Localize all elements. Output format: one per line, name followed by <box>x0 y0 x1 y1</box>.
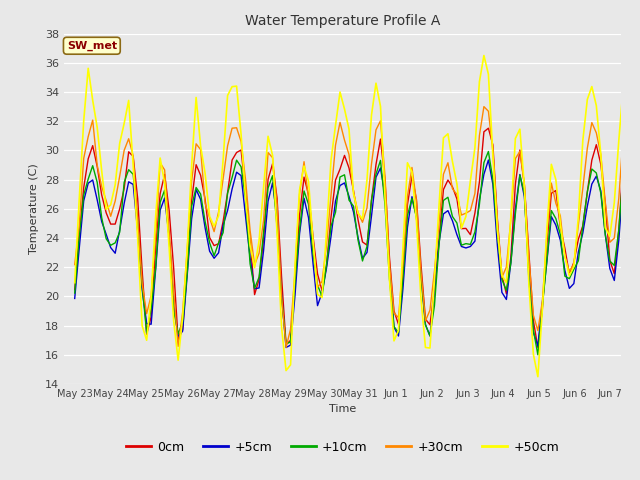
+5cm <box>624 147 632 153</box>
0cm <box>566 272 573 277</box>
+10cm <box>624 140 632 146</box>
+30cm <box>287 326 294 332</box>
Line: +50cm: +50cm <box>75 56 640 377</box>
+30cm <box>211 229 218 235</box>
Line: +10cm: +10cm <box>75 143 640 355</box>
+5cm <box>211 255 218 261</box>
+50cm <box>305 179 312 184</box>
0cm <box>305 192 312 197</box>
+50cm <box>71 280 79 286</box>
0cm <box>620 158 627 164</box>
+5cm <box>71 296 79 301</box>
+5cm <box>309 261 317 266</box>
+10cm <box>620 168 627 174</box>
+30cm <box>309 238 317 243</box>
0cm <box>624 118 632 124</box>
+5cm <box>372 174 380 180</box>
+30cm <box>570 261 578 267</box>
+5cm <box>287 342 294 348</box>
+10cm <box>211 253 218 259</box>
X-axis label: Time: Time <box>329 405 356 414</box>
+30cm <box>282 345 290 350</box>
+50cm <box>211 223 218 229</box>
+50cm <box>480 53 488 59</box>
+30cm <box>480 104 488 109</box>
+10cm <box>71 290 79 296</box>
0cm <box>282 341 290 347</box>
+10cm <box>282 341 290 347</box>
+50cm <box>367 112 375 118</box>
0cm <box>211 243 218 249</box>
+30cm <box>372 127 380 133</box>
Line: +5cm: +5cm <box>75 150 640 348</box>
Line: +30cm: +30cm <box>75 107 640 348</box>
Legend: 0cm, +5cm, +10cm, +30cm, +50cm: 0cm, +5cm, +10cm, +30cm, +50cm <box>121 436 564 459</box>
Y-axis label: Temperature (C): Temperature (C) <box>29 163 39 254</box>
+50cm <box>282 368 290 373</box>
+5cm <box>566 286 573 291</box>
+30cm <box>624 107 632 112</box>
+5cm <box>282 345 290 350</box>
0cm <box>71 287 79 292</box>
+10cm <box>566 276 573 282</box>
Text: SW_met: SW_met <box>67 41 117 51</box>
+30cm <box>71 262 79 267</box>
+10cm <box>367 197 375 203</box>
Line: 0cm: 0cm <box>75 121 640 348</box>
Title: Water Temperature Profile A: Water Temperature Profile A <box>244 14 440 28</box>
+50cm <box>624 84 632 90</box>
+50cm <box>570 264 578 269</box>
+50cm <box>534 374 541 380</box>
+5cm <box>620 178 627 183</box>
0cm <box>534 345 541 350</box>
+10cm <box>534 352 541 358</box>
0cm <box>367 197 375 203</box>
+10cm <box>305 202 312 207</box>
